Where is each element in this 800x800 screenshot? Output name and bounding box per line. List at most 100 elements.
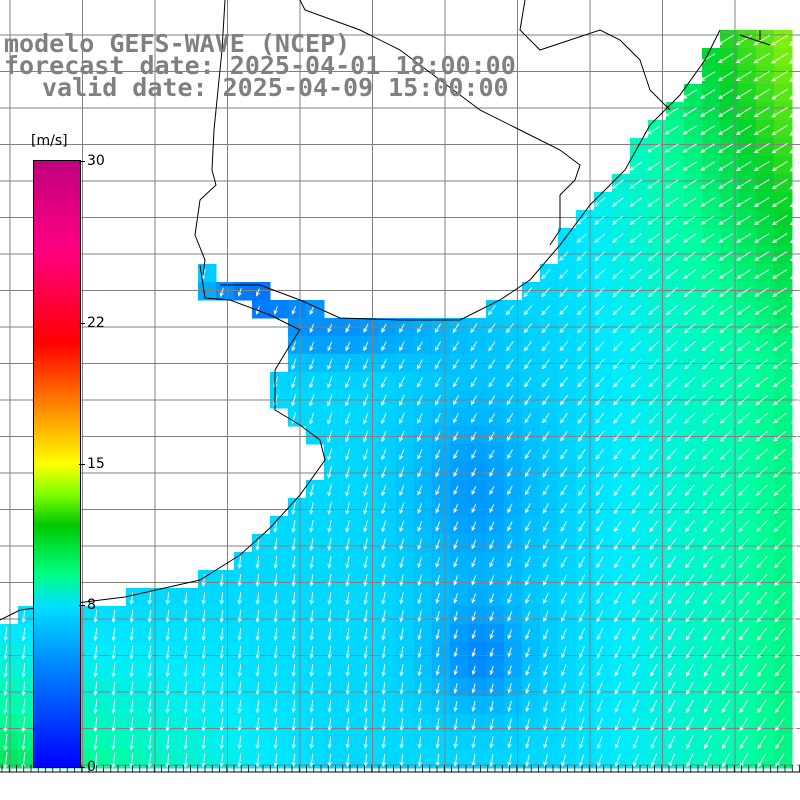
wind-arrow (435, 521, 441, 532)
wind-arrow (525, 539, 531, 550)
wind-speed-cell (540, 552, 559, 571)
wind-arrow (559, 287, 569, 298)
wind-arrow (596, 646, 604, 659)
wind-speed-cell (576, 660, 595, 679)
wind-arrow (631, 484, 641, 497)
wind-arrow (525, 664, 531, 676)
wind-arrow (579, 754, 585, 767)
wind-speed-cell (738, 732, 757, 751)
wind-arrow (647, 197, 661, 207)
wind-arrow (771, 106, 789, 118)
wind-arrow (702, 448, 714, 460)
wind-arrow (327, 646, 332, 659)
wind-speed-cell (684, 372, 703, 391)
wind-speed-cell (270, 660, 289, 679)
wind-arrow (632, 735, 639, 750)
wind-arrow (685, 627, 695, 641)
wind-arrow (613, 448, 623, 460)
wind-speed-cell (360, 552, 379, 571)
wind-arrow (489, 593, 495, 604)
wind-arrow (399, 592, 404, 605)
wind-speed-cell (558, 480, 577, 499)
wind-speed-cell (702, 48, 721, 67)
wind-arrow (541, 359, 550, 370)
wind-speed-cell (306, 642, 325, 661)
wind-speed-cell (540, 444, 559, 463)
wind-speed-cell (414, 642, 433, 661)
wind-arrow (685, 663, 694, 677)
wind-arrow (345, 394, 351, 407)
wind-arrow (792, 613, 800, 623)
wind-speed-cell (540, 426, 559, 445)
wind-arrow (363, 646, 368, 659)
wind-arrow (682, 107, 698, 117)
wind-arrow (753, 34, 771, 46)
wind-arrow (721, 663, 731, 677)
wind-speed-cell (414, 570, 433, 589)
wind-arrow (471, 718, 476, 731)
wind-speed-cell (162, 660, 181, 679)
wind-speed-cell (666, 480, 685, 499)
wind-arrow (578, 502, 586, 514)
wind-arrow (525, 718, 531, 731)
wind-speed-cell (90, 624, 109, 643)
wind-speed-cell (486, 660, 505, 679)
wind-arrow (579, 718, 585, 731)
wind-arrow (255, 288, 260, 297)
wind-arrow (291, 538, 296, 551)
wind-arrow (700, 71, 716, 81)
wind-arrow (773, 484, 787, 496)
wind-speed-cell (468, 624, 487, 643)
wind-speed-cell (720, 480, 739, 499)
wind-speed-cell (720, 210, 739, 229)
wind-speed-cell (540, 732, 559, 751)
wind-speed-cell (360, 732, 379, 751)
wind-speed-cell (162, 642, 181, 661)
wind-speed-cell (306, 426, 325, 445)
wind-speed-cell (450, 714, 469, 733)
wind-speed-cell (306, 534, 325, 553)
wind-speed-cell (324, 372, 343, 391)
wind-arrow (165, 645, 170, 660)
wind-arrow (489, 611, 495, 622)
wind-speed-cell (432, 714, 451, 733)
wind-arrow (453, 557, 459, 568)
wind-speed-cell (594, 408, 613, 427)
wind-arrow (417, 556, 423, 569)
wind-arrow (630, 287, 642, 298)
wind-speed-cell (756, 174, 775, 193)
wind-arrow (736, 233, 752, 243)
wind-speed-cell (558, 372, 577, 391)
wind-arrow (345, 610, 350, 623)
wind-speed-cell (486, 606, 505, 625)
wind-speed-cell (378, 660, 397, 679)
wind-speed-cell (180, 588, 199, 607)
wind-speed-cell (612, 174, 631, 193)
wind-arrow (273, 592, 278, 605)
wind-arrow (523, 305, 533, 316)
wind-speed-cell (342, 444, 361, 463)
wind-speed-cell (306, 390, 325, 409)
wind-arrow (435, 700, 440, 713)
wind-arrow (273, 699, 278, 714)
wind-arrow (201, 735, 206, 750)
wind-arrow (629, 233, 642, 243)
wind-speed-cell (594, 696, 613, 715)
wind-arrow (309, 717, 314, 732)
wind-speed-cell (558, 426, 577, 445)
wind-speed-cell (432, 480, 451, 499)
wind-speed-cell (324, 336, 343, 355)
wind-arrow (667, 627, 676, 641)
wind-arrow (417, 430, 423, 442)
wind-arrow (561, 610, 567, 623)
wind-arrow (507, 521, 513, 532)
wind-arrow (576, 215, 588, 225)
wind-speed-cell (774, 552, 793, 571)
wind-arrow (775, 735, 785, 750)
wind-arrow (721, 735, 730, 750)
wind-speed-cell (774, 84, 793, 103)
wind-speed-cell (648, 732, 667, 751)
wind-speed-cell (162, 696, 181, 715)
wind-speed-cell (666, 282, 685, 301)
wind-arrow (578, 466, 586, 478)
